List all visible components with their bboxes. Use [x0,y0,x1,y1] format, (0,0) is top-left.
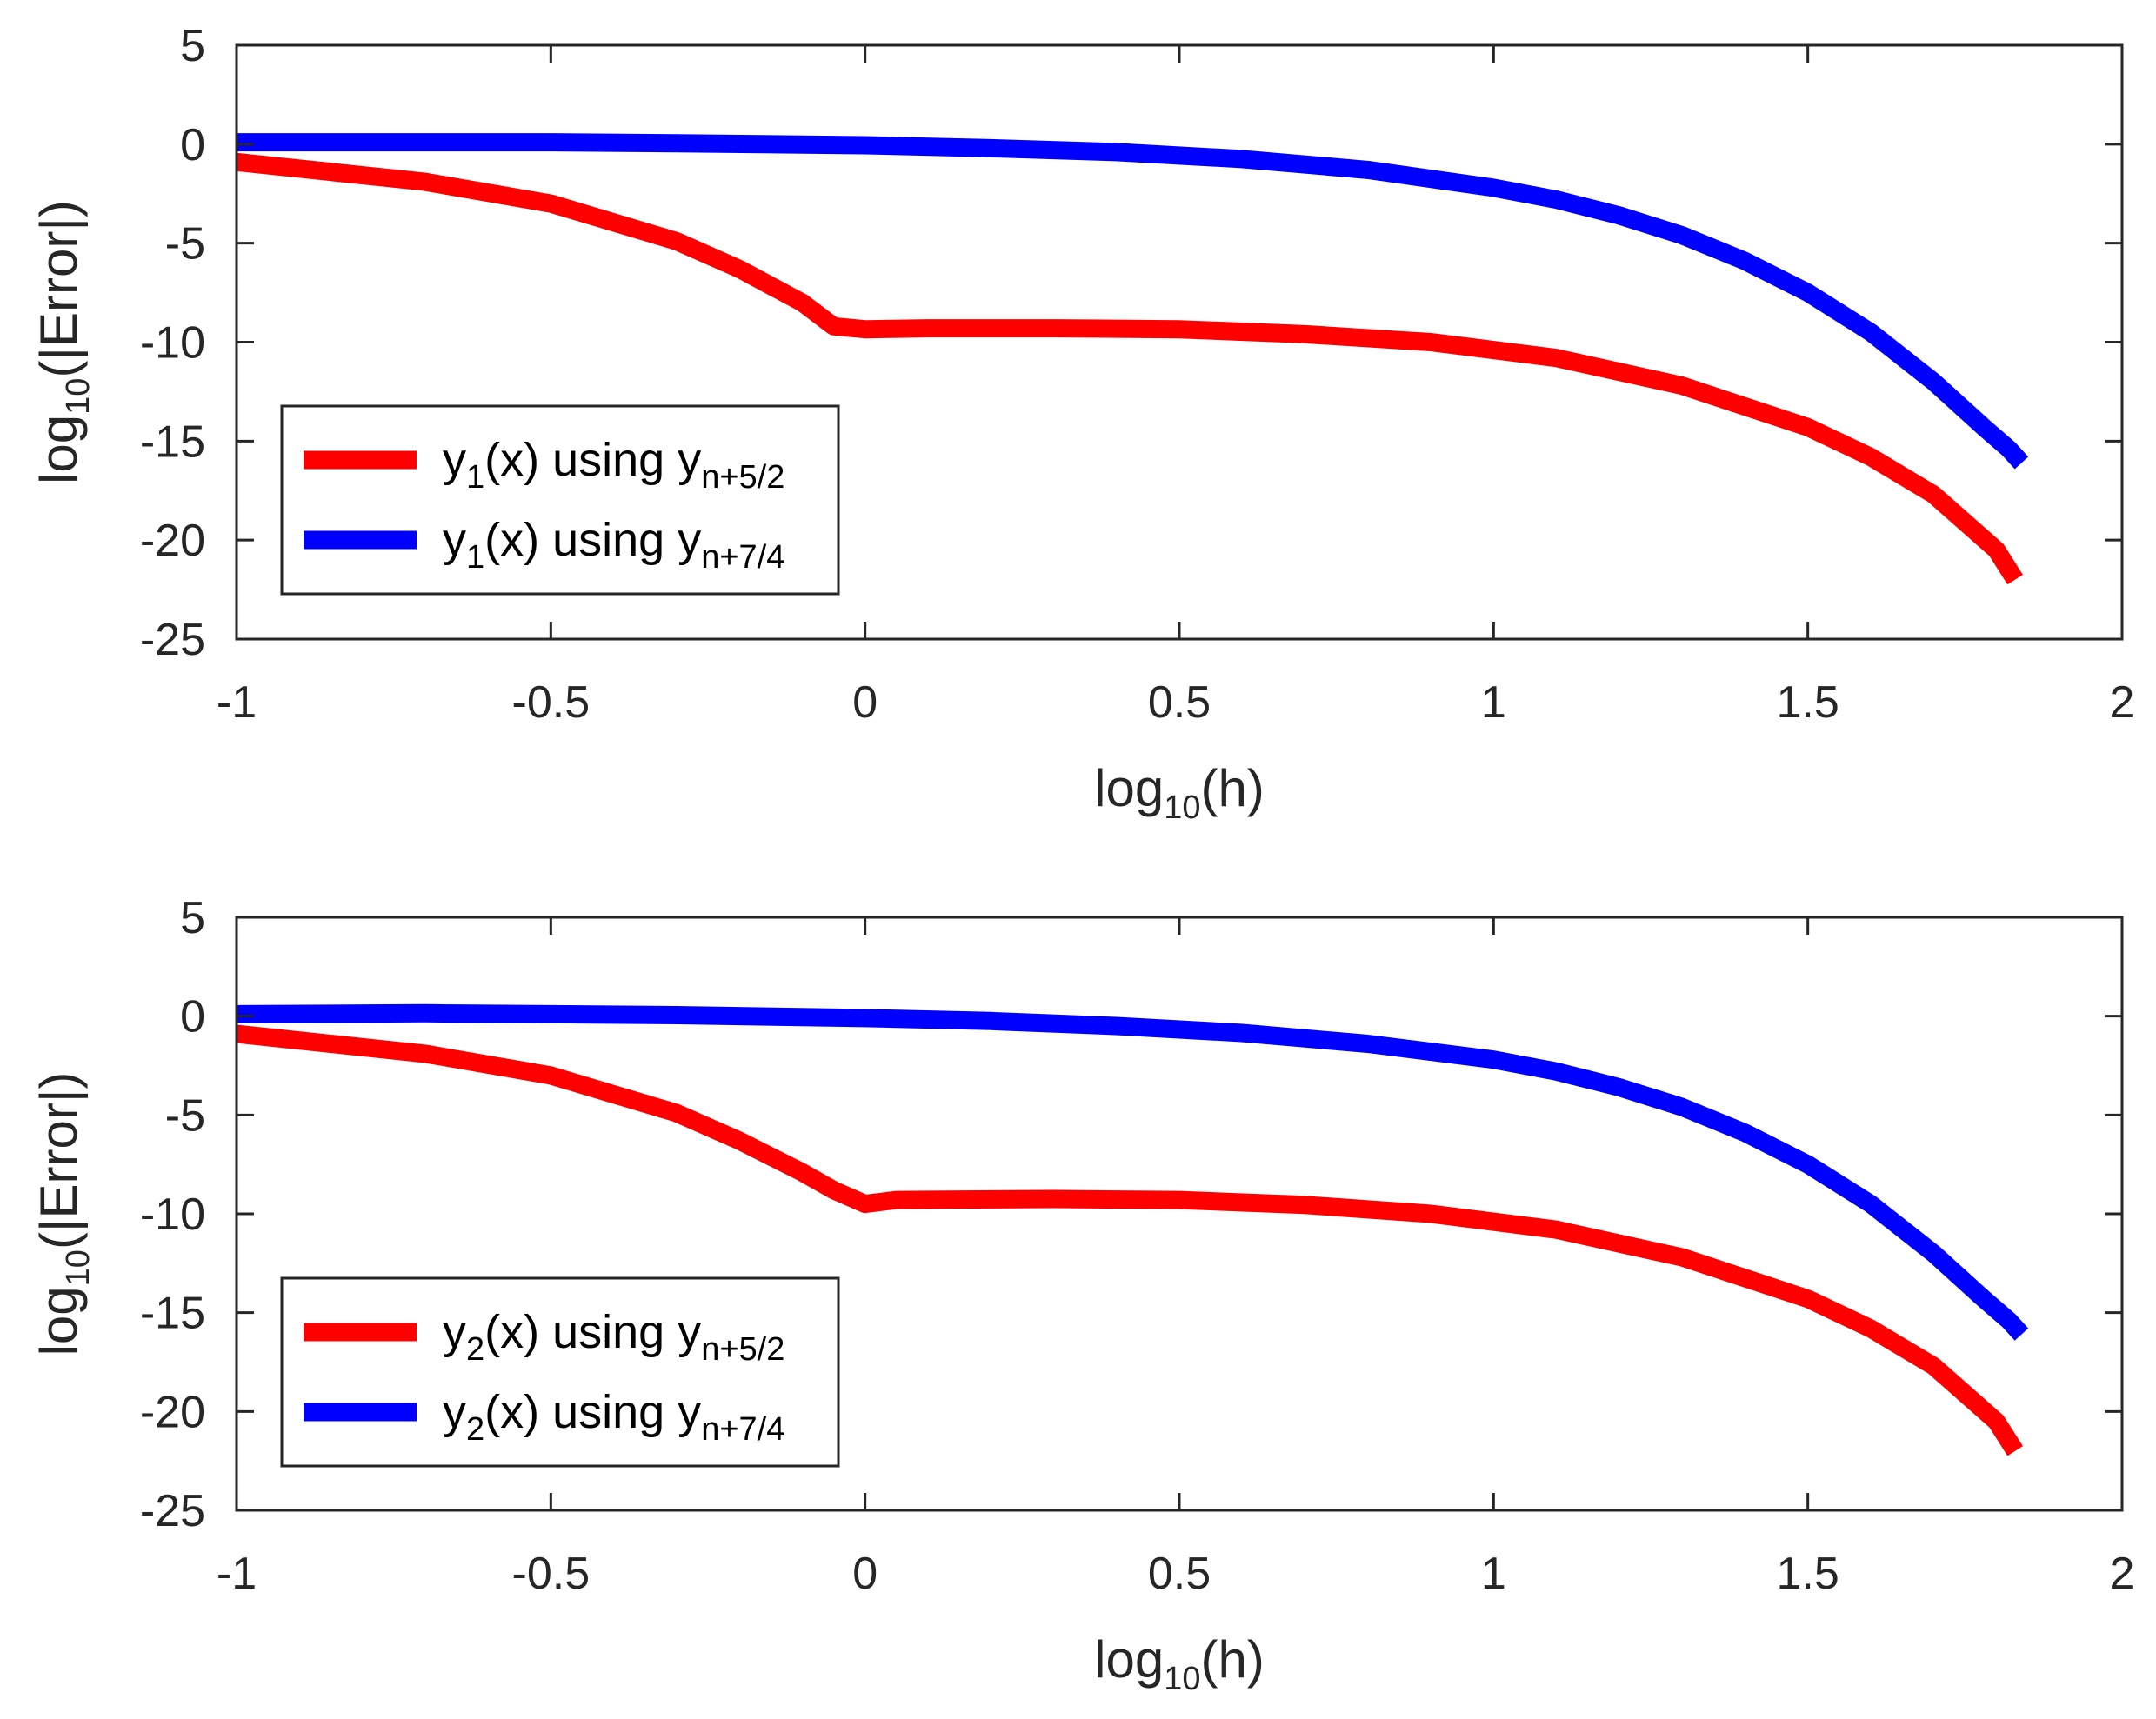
x-tick-label: 2 [2110,677,2135,728]
y-tick-label: -10 [140,318,205,369]
x-tick-label: -0.5 [512,677,591,728]
x-tick-label: -1 [217,677,257,728]
series-line-1 [235,152,2023,585]
x-tick-label: 1 [1481,1549,1506,1599]
legend-entry-2: y1(x) using yn+7/4 [443,514,784,576]
x-tick-label: 1.5 [1777,677,1839,728]
y-tick-label: -25 [140,615,205,665]
legend-entry-1: y2(x) using yn+5/2 [443,1306,784,1368]
legend-box [280,404,840,596]
legend: y2(x) using yn+5/2 y2(x) using yn+7/4 [280,1276,840,1468]
legend-entry-2: y2(x) using yn+7/4 [443,1386,784,1448]
x-tick-label: 0 [852,1549,878,1599]
x-tick-label: 1 [1481,677,1506,728]
chart-panel-1: -1 -0.5 0 0.5 1 1.5 2 -25 -20 -15 -10 -5 0 5 log10(h) l… [30,21,2134,826]
y-tick-label: -5 [165,1090,205,1141]
x-axis-label: log10(h) [1094,1630,1265,1697]
x-axis-label: log10(h) [1094,759,1265,826]
y-tick-label: 5 [180,21,205,71]
y-tick-label: -15 [140,1289,205,1339]
x-tick-label: 2 [2110,1549,2135,1599]
x-tick-label: -0.5 [512,1549,591,1599]
x-tick-label: 1.5 [1777,1549,1839,1599]
series-line-1 [235,1024,2023,1456]
x-tick-label: -1 [217,1549,257,1599]
y-tick-label: -5 [165,219,205,270]
series-line-2 [236,1003,2029,1341]
y-tick-label: -15 [140,416,205,467]
legend-entry-1: y1(x) using yn+5/2 [443,434,784,496]
y-axis-label: log10(|Error|) [30,1072,97,1356]
legend-box [280,1276,840,1468]
chart-panel-2: -1 -0.5 0 0.5 1 1.5 2 -25 -20 -15 -10 -5 0 5 log10(h) l… [30,893,2134,1697]
y-tick-label: 5 [180,893,205,943]
y-tick-label: 0 [180,120,205,170]
y-tick-label: -10 [140,1189,205,1240]
series-line-2 [237,133,2029,470]
x-tick-label: 0 [852,677,878,728]
y-tick-label: 0 [180,992,205,1043]
y-tick-label: -25 [140,1486,205,1536]
y-axis-label: log10(|Error|) [30,200,97,484]
legend: y1(x) using yn+5/2 y1(x) using yn+7/4 [280,404,840,596]
y-tick-label: -20 [140,1387,205,1437]
y-tick-label: -20 [140,516,205,566]
x-tick-label: 0.5 [1148,1549,1211,1599]
x-tick-label: 0.5 [1148,677,1211,728]
